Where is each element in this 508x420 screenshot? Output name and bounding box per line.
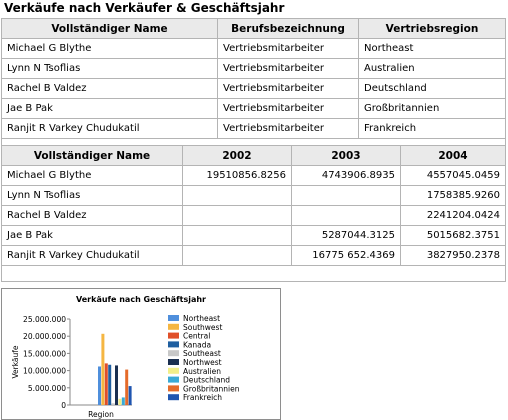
- cell-full-name: Ranjit R Varkey Chudukatil: [1, 118, 218, 139]
- bar-southeast: [111, 403, 115, 405]
- table-row: Lynn N Tsoflias Vertriebsmitarbeiter Aus…: [1, 58, 506, 79]
- legend-swatch: [168, 376, 179, 383]
- cell-job-title: Vertriebsmitarbeiter: [217, 58, 359, 79]
- legend-label: Central: [183, 332, 210, 341]
- cell-sales-region: Frankreich: [358, 118, 506, 139]
- legend-label: Kanada: [183, 340, 211, 349]
- cell-2002: [182, 205, 292, 226]
- table-row: Rachel B Valdez Vertriebsmitarbeiter Deu…: [1, 78, 506, 99]
- cell-full-name: Rachel B Valdez: [1, 78, 218, 99]
- cell-sales-region: Australien: [358, 58, 506, 79]
- legend-label: Frankreich: [183, 393, 222, 402]
- cell-job-title: Vertriebsmitarbeiter: [217, 98, 359, 119]
- cell-sales-region: Deutschland: [358, 78, 506, 99]
- table-row: Lynn N Tsoflias 1758385.9260: [1, 185, 506, 206]
- bar-frankreich: [128, 386, 132, 405]
- bar-großbritannien: [125, 369, 129, 405]
- cell-2003: [291, 205, 401, 226]
- cell-2002: [182, 185, 292, 206]
- bar-northeast: [98, 366, 101, 405]
- table-row: Michael G Blythe 19510856.8256 4743906.8…: [1, 165, 506, 186]
- cell-2003: [291, 185, 401, 206]
- cell-2002: 19510856.8256: [182, 165, 292, 186]
- cell-full-name: Michael G Blythe: [1, 38, 218, 59]
- cell-full-name: Jae B Pak: [1, 225, 183, 246]
- cell-2004: 3827950.2378: [400, 245, 506, 266]
- cell-job-title: Vertriebsmitarbeiter: [217, 118, 359, 139]
- legend-swatch: [168, 359, 179, 365]
- cell-full-name: Lynn N Tsoflias: [1, 58, 218, 79]
- cell-2002: [182, 225, 292, 246]
- table-row: Rachel B Valdez 2241204.0424: [1, 205, 506, 226]
- cell-2004: 2241204.0424: [400, 205, 506, 226]
- cell-2004: 4557045.0459: [400, 165, 506, 186]
- legend-label: Northwest: [183, 358, 222, 367]
- legend-swatch: [168, 323, 179, 330]
- bar-northwest: [115, 365, 118, 405]
- cell-full-name: Lynn N Tsoflias: [1, 185, 183, 206]
- y-axis-label: Verkäufe: [11, 345, 20, 378]
- column-header-year-2003[interactable]: 2003: [291, 145, 401, 166]
- y-tick-label: 15.000.000: [23, 349, 66, 358]
- legend-swatch: [168, 385, 179, 392]
- salesperson-table: Vollständiger Name Berufsbezeichnung Ver…: [1, 18, 506, 155]
- cell-full-name: Jae B Pak: [1, 98, 218, 119]
- bar-kanada: [108, 364, 112, 405]
- table-row: Jae B Pak 5287044.3125 5015682.3751: [1, 225, 506, 246]
- cell-2004: 1758385.9260: [400, 185, 506, 206]
- legend-label: Deutschland: [183, 376, 230, 385]
- legend-label: Southwest: [183, 323, 222, 332]
- y-tick-label: 0: [61, 401, 66, 410]
- bar-deutschland: [121, 397, 125, 405]
- legend-swatch: [168, 394, 179, 401]
- column-header-year-2002[interactable]: 2002: [182, 145, 292, 166]
- chart-canvas: 0 5.000.000 10.000.000 15.000.000 20.000.000…: [11, 314, 240, 419]
- cell-2003: 5287044.3125: [291, 225, 401, 246]
- page-title: Verkäufe nach Verkäufer & Geschäftsjahr: [4, 1, 285, 15]
- legend-swatch: [168, 332, 179, 339]
- chart-title: Verkäufe nach Geschäftsjahr: [76, 295, 206, 304]
- sales-by-year-table: Vollständiger Name 2002 2003 2004 Michae…: [1, 145, 506, 282]
- table-row: Ranjit R Varkey Chudukatil 16775 652.436…: [1, 245, 506, 266]
- legend-swatch: [168, 341, 179, 348]
- y-tick-label: 20.000.000: [23, 332, 66, 341]
- cell-2003: 4743906.8935: [291, 165, 401, 186]
- legend-label: Großbritannien: [183, 384, 240, 393]
- legend-swatch: [168, 367, 179, 374]
- legend-swatch: [168, 350, 179, 357]
- y-tick-label: 10.000.000: [23, 367, 66, 376]
- cell-2003: 16775 652.4369: [291, 245, 401, 266]
- cell-job-title: Vertriebsmitarbeiter: [217, 78, 359, 99]
- cell-full-name: Ranjit R Varkey Chudukatil: [1, 245, 183, 266]
- y-tick-label: 5.000.000: [28, 384, 66, 393]
- column-header-year-2004[interactable]: 2004: [400, 145, 506, 166]
- cell-sales-region: Northeast: [358, 38, 506, 59]
- bar-australien: [118, 398, 122, 405]
- cell-2004: 5015682.3751: [400, 225, 506, 246]
- column-header-sales-region[interactable]: Vertriebsregion: [358, 18, 506, 39]
- x-axis-label: Region: [88, 410, 114, 419]
- column-header-job-title[interactable]: Berufsbezeichnung: [217, 18, 359, 39]
- column-header-full-name[interactable]: Vollständiger Name: [1, 145, 183, 166]
- table-row: Ranjit R Varkey Chudukatil Vertriebsmita…: [1, 118, 506, 139]
- table-row: Jae B Pak Vertriebsmitarbeiter Großbrita…: [1, 98, 506, 119]
- cell-2002: [182, 245, 292, 266]
- cell-full-name: Rachel B Valdez: [1, 205, 183, 226]
- y-tick-label: 25.000.000: [23, 315, 66, 324]
- bar-southwest: [101, 333, 105, 405]
- table-spacer-row: [1, 265, 506, 282]
- legend-label: Australien: [183, 367, 221, 376]
- legend-label: Northeast: [183, 314, 220, 323]
- sales-chart: Verkäufe nach Geschäftsjahr 0 5.000.000 10…: [1, 288, 281, 420]
- legend-label: Southeast: [183, 349, 221, 358]
- cell-sales-region: Großbritannien: [358, 98, 506, 119]
- bar-central: [104, 363, 108, 405]
- table-row: Michael G Blythe Vertriebsmitarbeiter No…: [1, 38, 506, 59]
- column-header-full-name[interactable]: Vollständiger Name: [1, 18, 218, 39]
- cell-full-name: Michael G Blythe: [1, 165, 183, 186]
- cell-job-title: Vertriebsmitarbeiter: [217, 38, 359, 59]
- legend-swatch: [168, 315, 179, 321]
